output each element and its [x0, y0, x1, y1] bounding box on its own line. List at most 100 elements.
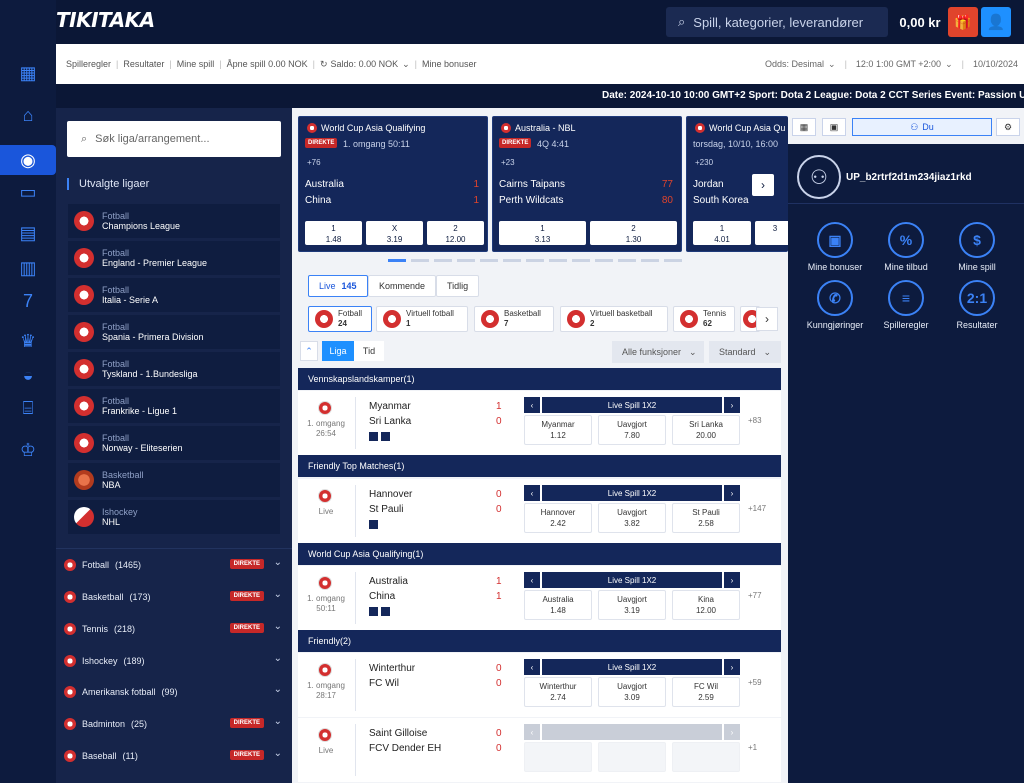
account-tab[interactable]: ⚇ Du — [852, 118, 992, 136]
league-group-header[interactable]: Vennskapslandskamper(1) — [298, 368, 781, 390]
trophy-icon[interactable]: ♛ — [19, 330, 37, 351]
odds-button[interactable]: Australia 1.48 — [524, 590, 592, 620]
odds-button[interactable]: Uavgjort 3.09 — [598, 677, 666, 707]
features-select[interactable]: Alle funksjoner ⌄ — [612, 341, 704, 363]
sport-row-football[interactable]: Fotball (1465) DIREKTE ⌄ — [64, 553, 284, 577]
odds-button[interactable]: Uavgjort 3.82 — [598, 503, 666, 533]
event-row[interactable]: Live Hannover St Pauli 0 0 ‹ Live Spill 1… — [298, 479, 781, 543]
logo[interactable]: TIKITAKA — [56, 8, 155, 32]
link-rules[interactable]: Spilleregler — [66, 59, 112, 69]
league-item[interactable]: Fotball Spania - Primera Division — [68, 315, 280, 349]
stats-icon[interactable] — [369, 432, 378, 441]
more-markets-link[interactable]: +1 — [748, 743, 758, 752]
carousel-dot[interactable] — [549, 259, 567, 262]
link-my-bets[interactable]: Mine spill — [176, 59, 215, 69]
odds-format-select[interactable]: Odds: Desimal — [765, 59, 825, 69]
chips-next-button[interactable]: › — [756, 307, 778, 331]
odds-button[interactable]: 1 3.13 — [499, 221, 586, 245]
chevron-down-icon[interactable]: ⌄ — [273, 684, 282, 695]
carousel-dot[interactable] — [664, 259, 682, 262]
odds-button[interactable]: Uavgjort 7.80 — [598, 415, 666, 445]
calendar-icon[interactable]: ▦ — [792, 118, 816, 136]
live-casino-icon[interactable]: ▥ — [19, 257, 37, 278]
event-row[interactable]: Live Saint Gilloise FCV Dender EH 0 0 ‹ ›… — [298, 718, 781, 782]
league-item[interactable]: Basketball NBA — [68, 463, 280, 497]
market-prev-button[interactable]: ‹ — [524, 724, 540, 740]
sport-row-badminton[interactable]: Badminton (25) DIREKTE ⌄ — [64, 712, 284, 736]
odds-button[interactable]: 1 1.48 — [305, 221, 362, 245]
carousel-dot[interactable] — [434, 259, 452, 262]
promotions-icon[interactable]: ▦ — [19, 62, 37, 83]
chevron-down-icon[interactable]: ⌄ — [273, 621, 282, 632]
gift-icon[interactable]: 🎁 — [948, 7, 978, 37]
action-results[interactable]: 2:1 Resultater — [942, 280, 1012, 330]
global-search-input[interactable]: ⌕ Spill, kategorier, leverandører — [666, 7, 888, 37]
market-prev-button[interactable]: ‹ — [524, 485, 540, 501]
sport-chip-more[interactable] — [740, 306, 761, 332]
sport-row-tennis[interactable]: Tennis (218) DIREKTE ⌄ — [64, 617, 284, 641]
league-item[interactable]: Fotball Italia - Serie A — [68, 278, 280, 312]
market-next-button[interactable]: › — [724, 397, 740, 413]
sport-chip-virtual-football[interactable]: Virtuell fotball 1 — [376, 306, 468, 332]
more-markets-link[interactable]: +59 — [748, 678, 762, 687]
chevron-down-icon[interactable]: ⌄ — [273, 557, 282, 568]
racing-icon[interactable]: ◒ — [22, 364, 34, 385]
link-results[interactable]: Resultater — [123, 59, 165, 69]
live-tv-icon[interactable]: ▭ — [19, 181, 37, 202]
sport-row-baseball[interactable]: Baseball (11) DIREKTE ⌄ — [64, 744, 284, 768]
timezone-select[interactable]: 12:0 1:00 GMT +2:00 — [855, 59, 942, 69]
collapse-all-icon[interactable]: ⌃ — [300, 341, 318, 361]
odds-button[interactable]: Hannover 2.42 — [524, 503, 592, 533]
action-my-offers[interactable]: % Mine tilbud — [871, 222, 941, 272]
carousel-dot[interactable] — [572, 259, 590, 262]
odds-button[interactable]: Kina 12.00 — [672, 590, 740, 620]
chevron-down-icon[interactable]: ⌄ — [273, 748, 282, 759]
carousel-dot[interactable] — [480, 259, 498, 262]
odds-button[interactable]: X 3.19 — [366, 221, 423, 245]
carousel-dot[interactable] — [595, 259, 613, 262]
sport-chip-basketball[interactable]: Basketball 7 — [474, 306, 554, 332]
stats-icon[interactable] — [369, 607, 378, 616]
more-markets-link[interactable]: +147 — [748, 504, 767, 513]
live-match-card[interactable]: Australia - NBL DIREKTE 4Q 4:41 +23 Cair… — [492, 116, 682, 252]
event-row[interactable]: 1. omgang 26:54 Myanmar Sri Lanka 1 0 ‹ Li… — [298, 391, 781, 455]
sport-row-ice-hockey[interactable]: Ishockey (189) ⌄ — [64, 649, 284, 673]
league-item[interactable]: Fotball Champions League — [68, 204, 280, 238]
chevron-down-icon[interactable]: ⌄ — [273, 716, 282, 727]
odds-button[interactable]: FC Wil 2.59 — [672, 677, 740, 707]
live-stream-icon[interactable] — [381, 607, 390, 616]
market-prev-button[interactable]: ‹ — [524, 572, 540, 588]
vip-crown-icon[interactable]: ♔ — [19, 439, 37, 460]
odds-button[interactable]: 1 4.01 — [693, 221, 751, 245]
carousel-dot[interactable] — [526, 259, 544, 262]
balance-display[interactable]: 0,00 kr — [899, 14, 941, 30]
carousel-dot[interactable] — [641, 259, 659, 262]
carousel-dot[interactable] — [618, 259, 636, 262]
carousel-next-button[interactable]: › — [752, 174, 774, 196]
league-group-header[interactable]: Friendly(2) — [298, 630, 781, 652]
refresh-icon[interactable]: ↻ — [320, 58, 328, 69]
link-balance[interactable]: Saldo: 0.00 NOK — [330, 59, 399, 69]
sport-row-basketball[interactable]: Basketball (173) DIREKTE ⌄ — [64, 585, 284, 609]
tab-live[interactable]: Live 145 — [308, 275, 368, 297]
league-group-header[interactable]: Friendly Top Matches(1) — [298, 455, 781, 477]
chevron-down-icon[interactable]: ⌄ — [402, 58, 410, 69]
sports-icon[interactable]: ◉ — [0, 145, 56, 175]
stats-icon[interactable] — [369, 520, 378, 529]
market-next-button[interactable]: › — [724, 572, 740, 588]
market-prev-button[interactable]: ‹ — [524, 397, 540, 413]
event-row[interactable]: 1. omgang 28:17 Winterthur FC Wil 0 0 ‹ Li… — [298, 653, 781, 717]
tab-upcoming[interactable]: Kommende — [368, 275, 437, 297]
shop-icon[interactable]: ⌸ — [22, 397, 34, 418]
market-prev-button[interactable]: ‹ — [524, 659, 540, 675]
odds-button[interactable]: Myanmar 1.12 — [524, 415, 592, 445]
league-search-input[interactable]: ⌕ Søk liga/arrangement... — [67, 121, 281, 157]
odds-button[interactable]: 3 — [755, 221, 788, 245]
sort-by-time-button[interactable]: Tid — [354, 341, 384, 361]
carousel-dot[interactable] — [503, 259, 521, 262]
carousel-dot[interactable] — [457, 259, 475, 262]
market-next-button[interactable]: › — [724, 485, 740, 501]
live-stream-icon[interactable] — [381, 432, 390, 441]
carousel-dot[interactable] — [411, 259, 429, 262]
event-row[interactable]: 1. omgang 50:11 Australia China 1 1 ‹ Live… — [298, 566, 781, 630]
